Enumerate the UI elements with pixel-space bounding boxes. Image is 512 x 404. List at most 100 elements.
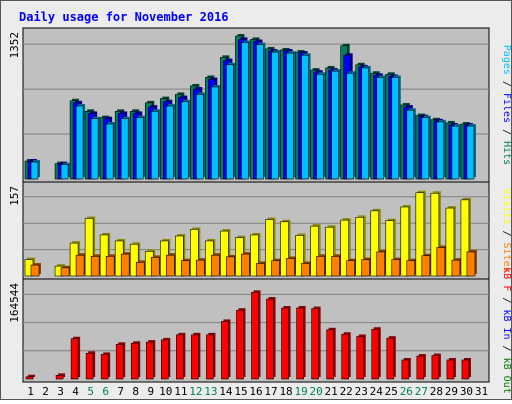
bar-kb-f-day-23 <box>356 334 366 380</box>
bar-sites-day-12 <box>196 258 207 277</box>
bar-pages-day-12 <box>196 92 206 180</box>
bar-kb-f-day-12 <box>191 332 201 380</box>
x-tick-label: 6 <box>102 385 109 398</box>
bar-pages-day-3 <box>60 162 71 180</box>
axis-label-part: kB Out <box>501 358 511 394</box>
bar-pages-day-5 <box>90 116 101 180</box>
bar-kb-f-day-22 <box>341 332 351 380</box>
bar-kb-f-day-14 <box>221 319 231 380</box>
x-tick-label: 24 <box>370 385 384 398</box>
bar-visits-day-22 <box>340 218 351 277</box>
x-tick-label: 5 <box>87 385 94 398</box>
bar-sites-day-6 <box>105 254 117 277</box>
bar-kb-f-day-21 <box>326 327 336 380</box>
bar-pages-day-11 <box>181 99 191 180</box>
bar-pages-day-30 <box>466 124 476 180</box>
bar-sites-day-17 <box>271 258 282 277</box>
bar-sites-day-10 <box>165 253 177 277</box>
axis-label-part: kB F <box>501 267 511 291</box>
bar-visits-day-27 <box>415 190 426 277</box>
bar-kb-f-day-5 <box>85 351 96 380</box>
x-tick-label: 11 <box>174 385 187 398</box>
bar-sites-day-22 <box>346 258 357 277</box>
bar-pages-day-7 <box>120 116 131 180</box>
bar-kb-f-day-7 <box>115 342 126 380</box>
bar-pages-day-10 <box>165 104 176 180</box>
bar-pages-day-24 <box>376 75 386 180</box>
bar-sites-day-29 <box>451 258 462 277</box>
x-tick-label: 13 <box>204 385 217 398</box>
bar-kb-f-day-15 <box>236 308 246 380</box>
bar-visits-day-29 <box>445 206 456 277</box>
bar-kb-f-day-13 <box>206 332 216 380</box>
axis-label-part: / <box>501 224 511 242</box>
bar-kb-f-day-20 <box>311 306 321 380</box>
axis-label-part: / <box>501 291 511 309</box>
bar-visits-day-18 <box>280 219 291 277</box>
panel-axis-label: kB F / kB In / kB Out <box>501 267 511 393</box>
axis-label-part: Sites <box>501 243 511 273</box>
bar-pages-day-26 <box>406 108 416 180</box>
bar-kb-f-day-17 <box>266 297 276 380</box>
bar-pages-day-18 <box>286 51 296 180</box>
x-tick-label: 21 <box>325 385 338 398</box>
bar-sites-day-30 <box>466 249 477 277</box>
panel-axis-label: Visits / Sites <box>501 188 511 272</box>
bar-pages-day-28 <box>436 119 446 180</box>
bar-kb-f-day-26 <box>401 357 411 380</box>
x-tick-label: 16 <box>249 385 262 398</box>
x-tick-label: 14 <box>219 385 233 398</box>
x-tick-label: 27 <box>415 385 428 398</box>
bar-kb-f-day-29 <box>446 357 456 380</box>
bar-sites-day-4 <box>75 253 87 277</box>
bar-pages-day-22 <box>346 71 356 180</box>
bar-visits-day-30 <box>460 197 471 277</box>
bar-pages-day-29 <box>451 124 461 180</box>
x-tick-label: 26 <box>400 385 413 398</box>
axis-label-part: kB In <box>501 309 511 339</box>
x-tick-label: 20 <box>310 385 323 398</box>
bar-sites-day-18 <box>286 256 297 277</box>
x-tick-label: 9 <box>147 385 154 398</box>
bar-visits-day-14 <box>220 229 231 277</box>
bar-pages-day-20 <box>316 72 326 180</box>
bar-pages-day-9 <box>150 109 161 180</box>
bar-kb-f-day-10 <box>161 337 171 380</box>
bar-sites-day-24 <box>376 249 387 277</box>
bar-pages-day-21 <box>331 69 341 180</box>
bar-kb-f-day-1 <box>25 374 36 380</box>
x-tick-label: 23 <box>355 385 368 398</box>
axis-label-part: / <box>501 123 511 141</box>
bar-kb-f-day-18 <box>281 305 291 380</box>
axis-label-part: Hits <box>501 141 511 165</box>
x-tick-label: 7 <box>117 385 124 398</box>
bar-visits-day-23 <box>355 215 366 277</box>
x-tick-label: 1 <box>27 385 34 398</box>
bar-visits-day-26 <box>400 204 411 277</box>
bar-kb-f-day-4 <box>70 336 81 380</box>
x-tick-label: 4 <box>72 385 79 398</box>
bar-visits-day-21 <box>325 225 336 277</box>
x-tick-label: 31 <box>475 385 488 398</box>
bar-pages-day-13 <box>211 84 221 180</box>
chart-title: Daily usage for November 2016 <box>19 10 229 24</box>
bar-pages-day-16 <box>256 42 266 180</box>
y-max-label: 1352 <box>8 32 21 59</box>
bar-visits-day-17 <box>265 217 276 277</box>
bar-pages-day-25 <box>391 75 401 180</box>
x-tick-label: 3 <box>57 385 64 398</box>
bar-kb-f-day-9 <box>145 340 156 380</box>
x-tick-label: 2 <box>42 385 49 398</box>
bar-visits-day-12 <box>190 227 201 277</box>
bar-pages-day-14 <box>226 62 236 180</box>
x-tick-label: 25 <box>385 385 398 398</box>
x-tick-label: 19 <box>294 385 307 398</box>
x-tick-label: 8 <box>132 385 139 398</box>
bar-visits-day-25 <box>385 218 396 277</box>
bar-sites-day-28 <box>436 245 447 277</box>
bar-pages-day-17 <box>271 50 281 180</box>
bar-visits-day-20 <box>310 224 321 277</box>
panel-axis-label: Pages / Files / Hits <box>501 45 511 165</box>
